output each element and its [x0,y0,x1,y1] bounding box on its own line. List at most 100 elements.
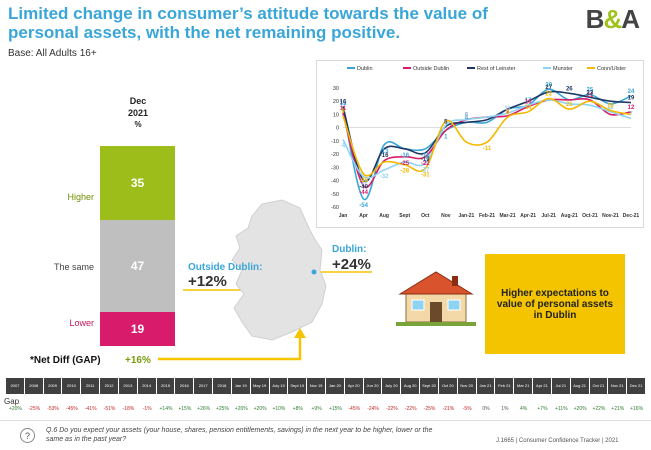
data-label: -13 [380,149,389,155]
data-label: 16 [340,100,347,106]
x-tick-label: Jul-21 [541,213,556,219]
gap-header-cell: July 20 [382,378,402,394]
gap-value-cell: -1% [142,406,152,412]
gap-header-cell: July 19 [269,378,289,394]
gap-value-cell: -51% [103,406,116,412]
gap-header-cell: 2018 [213,378,232,394]
gap-value-cell: +8% [292,406,303,412]
stack-label-same: The same [53,262,94,272]
data-label: -16 [400,153,409,159]
gap-value-cell: -22% [404,406,417,412]
callout-box: Higher expectations to value of personal… [485,254,625,354]
gap-header-cell: Dec 21 [627,378,646,394]
gap-value-cell: +15% [178,406,192,412]
stack-header-year: 2021 [127,108,149,118]
y-tick-label: -60 [331,205,339,211]
data-label: 6 [465,113,469,119]
gap-value-cell: -18% [122,406,135,412]
gap-value-cell: -25% [423,406,436,412]
gap-header-cell: Oct 21 [589,378,609,394]
legend-label: Dublin [357,66,373,72]
x-tick-label: Oct-21 [582,213,598,219]
data-label: 8 [506,110,510,116]
data-label: 7 [629,111,633,117]
gap-header-cell: Jan 20 [326,378,345,394]
gap-header-cell: Apr 21 [533,378,552,394]
data-label: -25 [400,161,409,167]
brand-logo: B&A [585,4,640,34]
stack-segment-same: 47 [100,220,175,312]
divider [0,420,651,421]
ireland-map [231,199,327,341]
series-line [342,88,632,200]
data-label: 1 [444,134,448,140]
series-line [342,97,632,177]
gap-value-cell: +25% [215,406,229,412]
footer-text: J.1665 | Consumer Confidence Tracker | 2… [496,438,619,444]
gap-header-cell: 2014 [137,378,157,394]
data-label: -11 [483,146,492,152]
gap-header-cell: Aug 20 [401,378,421,394]
x-tick-label: Apr [359,213,368,219]
gap-header-cell: 2015 [156,378,176,394]
gap-value-cell: +15% [328,406,342,412]
data-label: -32 [380,174,389,180]
gap-value-cell: -24% [367,406,379,412]
data-label: -54 [359,203,368,209]
stack-segment-higher: 35 [100,146,175,220]
y-tick-label: -20 [331,152,339,158]
gap-value-cell: +21% [611,406,625,412]
legend-label: Outside Dublin [413,66,449,72]
base-note: Base: All Adults 16+ [8,48,97,59]
series-line [342,90,632,183]
data-label: 27 [545,85,552,91]
data-label: 9 [341,109,345,115]
y-tick-label: -50 [331,192,339,198]
gap-header-cell: 2017 [194,378,214,394]
gap-header-cell: 2016 [175,378,195,394]
gap-value-cell: -41% [84,406,97,412]
y-tick-label: 10 [333,112,339,118]
question-mark-icon: ? [20,428,35,443]
y-tick-label: -30 [331,165,339,171]
data-label: 12 [628,105,635,111]
data-label: 23 [587,90,594,96]
stack-header-unit: % [134,120,142,129]
x-tick-label: Jan-21 [459,213,475,219]
gap-header-cell: 2009 [43,378,63,394]
gap-header-cell: Feb 21 [495,378,515,394]
data-label: -28 [400,169,409,175]
gap-value-cell: -21% [442,406,455,412]
data-label: 5 [444,119,448,125]
y-tick-label: 20 [333,99,339,105]
y-tick-label: 30 [333,86,339,92]
data-label: 14 [525,105,532,111]
x-tick-label: Oct [421,213,430,219]
data-label: -16 [380,153,389,159]
gap-header-cell: 2008 [24,378,44,394]
data-label: -37 [359,181,368,187]
gap-header-cell: Nov 19 [307,378,326,394]
gap-value-cell: +20% [234,406,248,412]
data-label: 25 [587,88,594,94]
gap-table: 2007 +20% 2008 -25% 2009 -53% 2010 -45% 2011 -41%… [6,378,646,414]
data-label: -44 [359,190,368,196]
gap-value-cell: +20% [573,406,587,412]
gap-header-cell: May 19 [250,378,270,394]
gap-value-cell: 1% [501,406,509,412]
stack-header-month: Dec [129,96,147,106]
data-label: 16 [525,100,532,106]
x-tick-label: Aug-21 [561,213,578,219]
gap-value-cell: 0% [482,406,490,412]
x-tick-label: Sept [399,213,410,219]
gap-header-cell: Nov 20 [457,378,477,394]
net-diff-label: *Net Diff (GAP) [30,355,101,366]
gap-header-cell: Oct 20 [438,378,458,394]
gap-value-cell: +16% [630,406,644,412]
gap-row-label: Gap [4,397,20,406]
x-tick-label: Dec-21 [623,213,640,219]
data-label: 10 [607,103,614,109]
data-label: 9 [506,109,510,115]
outside-dublin-label: Outside Dublin: [188,262,263,273]
